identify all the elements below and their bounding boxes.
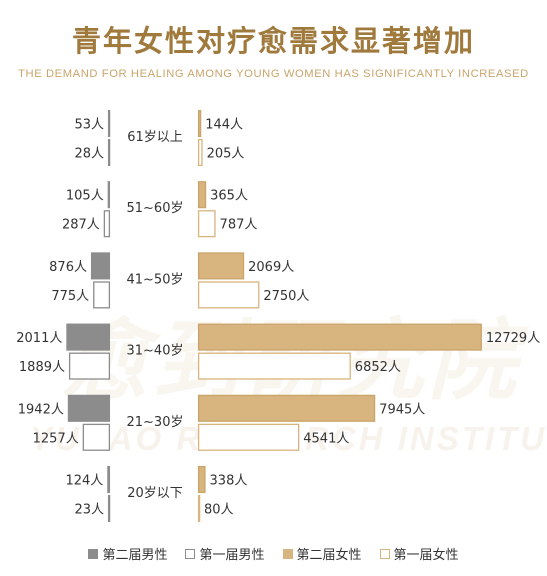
bar-male-second-1: [107, 181, 111, 209]
data-label-male-first-1: 287人: [62, 218, 100, 233]
bar-male-second-2: [90, 252, 111, 280]
data-label-female-first-5: 80人: [204, 503, 234, 518]
legend-label-male-second: 第二届男性: [102, 548, 168, 563]
legend-item-female-first: 第一届女性: [379, 544, 459, 563]
legend-label-male-first: 第一届男性: [199, 548, 265, 563]
bar-male-first-4: [82, 423, 111, 451]
legend-item-male-second: 第二届男性: [88, 544, 167, 563]
data-label-female-first-3: 6852人: [355, 360, 401, 375]
bar-female-first-2: [197, 281, 260, 309]
bar-male-second-5: [107, 465, 111, 494]
legend-swatch-male-first: [185, 548, 196, 559]
bar-male-first-0: [107, 138, 111, 167]
legend-swatch-male-second: [88, 548, 99, 559]
data-label-male-first-2: 775人: [51, 289, 89, 304]
data-label-female-second-1: 365人: [210, 189, 248, 204]
legend-swatch-female-second: [282, 548, 293, 559]
bar-female-second-4: [197, 394, 376, 422]
legend-label-female-first: 第一届女性: [393, 548, 459, 563]
legend-item-male-first: 第一届男性: [185, 544, 265, 563]
legend: 第二届男性 第一届男性 第二届女性 第一届女性: [0, 544, 547, 563]
data-label-male-first-5: 23人: [74, 503, 104, 518]
bar-female-first-1: [197, 210, 216, 238]
category-label-3: 31~40岁: [127, 344, 184, 359]
bar-female-first-4: [197, 423, 300, 451]
data-label-male-first-4: 1257人: [33, 431, 79, 446]
data-label-female-second-0: 144人: [205, 118, 243, 133]
category-label-5: 20岁以下: [127, 486, 183, 501]
bar-female-second-0: [197, 109, 202, 138]
data-label-male-second-4: 1942人: [18, 402, 64, 417]
chart-subtitle: THE DEMAND FOR HEALING AMONG YOUNG WOMEN…: [18, 68, 529, 80]
data-label-female-second-3: 12729人: [486, 331, 540, 346]
data-label-female-second-4: 7945人: [379, 402, 425, 417]
data-label-female-first-0: 205人: [207, 147, 245, 162]
data-label-female-first-2: 2750人: [263, 289, 309, 304]
category-label-0: 61岁以上: [127, 130, 183, 145]
bar-female-first-3: [197, 352, 351, 380]
category-label-4: 21~30岁: [127, 415, 184, 430]
data-label-male-second-2: 876人: [49, 260, 87, 275]
bar-female-second-2: [197, 252, 245, 280]
bar-female-first-5: [197, 494, 201, 523]
bar-female-second-5: [197, 465, 206, 494]
legend-swatch-female-first: [379, 548, 390, 559]
legend-item-female-second: 第二届女性: [282, 544, 362, 563]
bar-female-second-3: [197, 323, 482, 351]
data-label-female-first-1: 787人: [220, 218, 258, 233]
bar-male-second-4: [67, 394, 111, 422]
bar-male-second-0: [107, 109, 111, 138]
bar-male-first-3: [68, 352, 111, 380]
data-label-female-second-5: 338人: [210, 474, 248, 489]
data-label-male-first-0: 28人: [74, 147, 104, 162]
data-label-male-second-1: 105人: [66, 189, 104, 204]
data-label-male-second-3: 2011人: [16, 331, 62, 346]
bar-male-first-1: [103, 210, 111, 238]
chart-title: 青年女性对疗愈需求显著增加: [71, 24, 475, 58]
data-label-male-second-5: 124人: [65, 474, 103, 489]
bar-male-first-5: [107, 494, 111, 523]
data-label-female-first-4: 4541人: [303, 431, 349, 446]
category-label-1: 51~60岁: [127, 201, 184, 216]
bar-male-second-3: [66, 323, 111, 351]
data-label-male-first-3: 1889人: [19, 360, 65, 375]
data-label-male-second-0: 53人: [74, 118, 104, 133]
data-label-female-second-2: 2069人: [248, 260, 294, 275]
bar-female-first-0: [197, 138, 203, 167]
bar-male-first-2: [93, 281, 111, 309]
category-label-2: 41~50岁: [127, 272, 184, 287]
legend-label-female-second: 第二届女性: [296, 548, 362, 563]
bar-female-second-1: [197, 181, 207, 209]
